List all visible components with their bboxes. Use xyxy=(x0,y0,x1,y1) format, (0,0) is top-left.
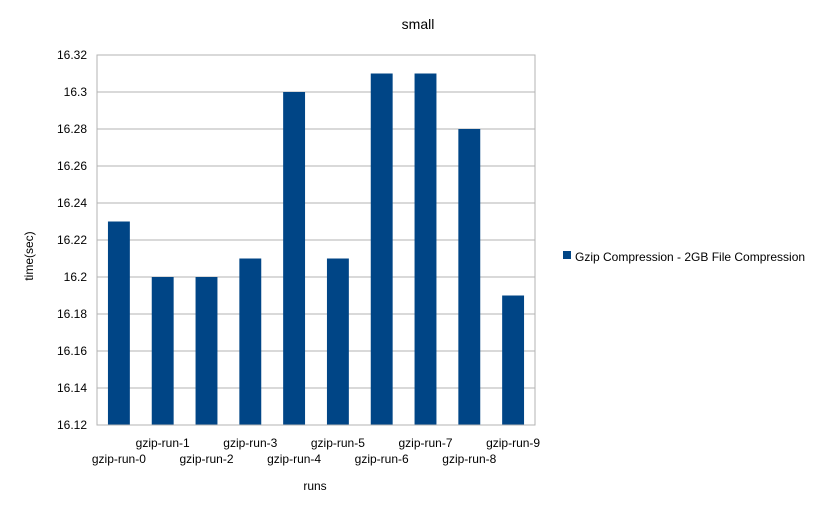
y-tick-label: 16.12 xyxy=(57,418,87,432)
y-tick-label: 16.28 xyxy=(57,122,87,136)
bars xyxy=(107,73,525,425)
y-axis-title: time(sec) xyxy=(22,231,36,280)
legend: Gzip Compression - 2GB File Compression xyxy=(563,250,805,264)
bar-gzip-run-3 xyxy=(239,258,262,425)
legend-swatch xyxy=(563,251,571,259)
y-tick-label: 16.32 xyxy=(57,48,87,62)
x-axis-ticks: gzip-run-0 gzip-run-1 gzip-run-2 gzip-run-3… xyxy=(92,436,541,466)
y-tick-label: 16.16 xyxy=(57,344,87,358)
y-tick-label: 16.26 xyxy=(57,159,87,173)
x-tick-label: gzip-run-3 xyxy=(223,436,277,450)
bar-gzip-run-7 xyxy=(414,73,437,425)
x-tick-label: gzip-run-9 xyxy=(486,436,540,450)
bar-gzip-run-5 xyxy=(326,258,349,425)
x-tick-label: gzip-run-1 xyxy=(136,436,190,450)
y-tick-label: 16.22 xyxy=(57,233,87,247)
plot-area xyxy=(96,54,536,426)
y-tick-label: 16.14 xyxy=(57,381,87,395)
bar-gzip-run-2 xyxy=(195,277,218,425)
chart-title: small xyxy=(402,16,435,32)
y-tick-label: 16.18 xyxy=(57,307,87,321)
y-tick-label: 16.3 xyxy=(64,85,88,99)
x-tick-label: gzip-run-4 xyxy=(267,452,321,466)
x-tick-label: gzip-run-2 xyxy=(179,452,233,466)
y-tick-label: 16.24 xyxy=(57,196,87,210)
bar-gzip-run-9 xyxy=(502,295,525,425)
x-tick-label: gzip-run-7 xyxy=(398,436,452,450)
bar-gzip-run-8 xyxy=(458,129,481,425)
x-tick-label: gzip-run-6 xyxy=(355,452,409,466)
x-tick-label: gzip-run-5 xyxy=(311,436,365,450)
y-axis-ticks: 16.12 16.14 16.16 16.18 16.2 16.22 16.24 16.26 1… xyxy=(57,48,87,432)
bar-gzip-run-4 xyxy=(283,92,306,425)
x-tick-label: gzip-run-0 xyxy=(92,452,146,466)
bar-gzip-run-1 xyxy=(151,277,174,425)
legend-label: Gzip Compression - 2GB File Compression xyxy=(575,250,805,264)
x-axis-title: runs xyxy=(303,479,326,493)
x-tick-label: gzip-run-8 xyxy=(442,452,496,466)
y-tick-label: 16.2 xyxy=(64,270,88,284)
bar-gzip-run-0 xyxy=(107,221,130,425)
bar-gzip-run-6 xyxy=(370,73,393,425)
